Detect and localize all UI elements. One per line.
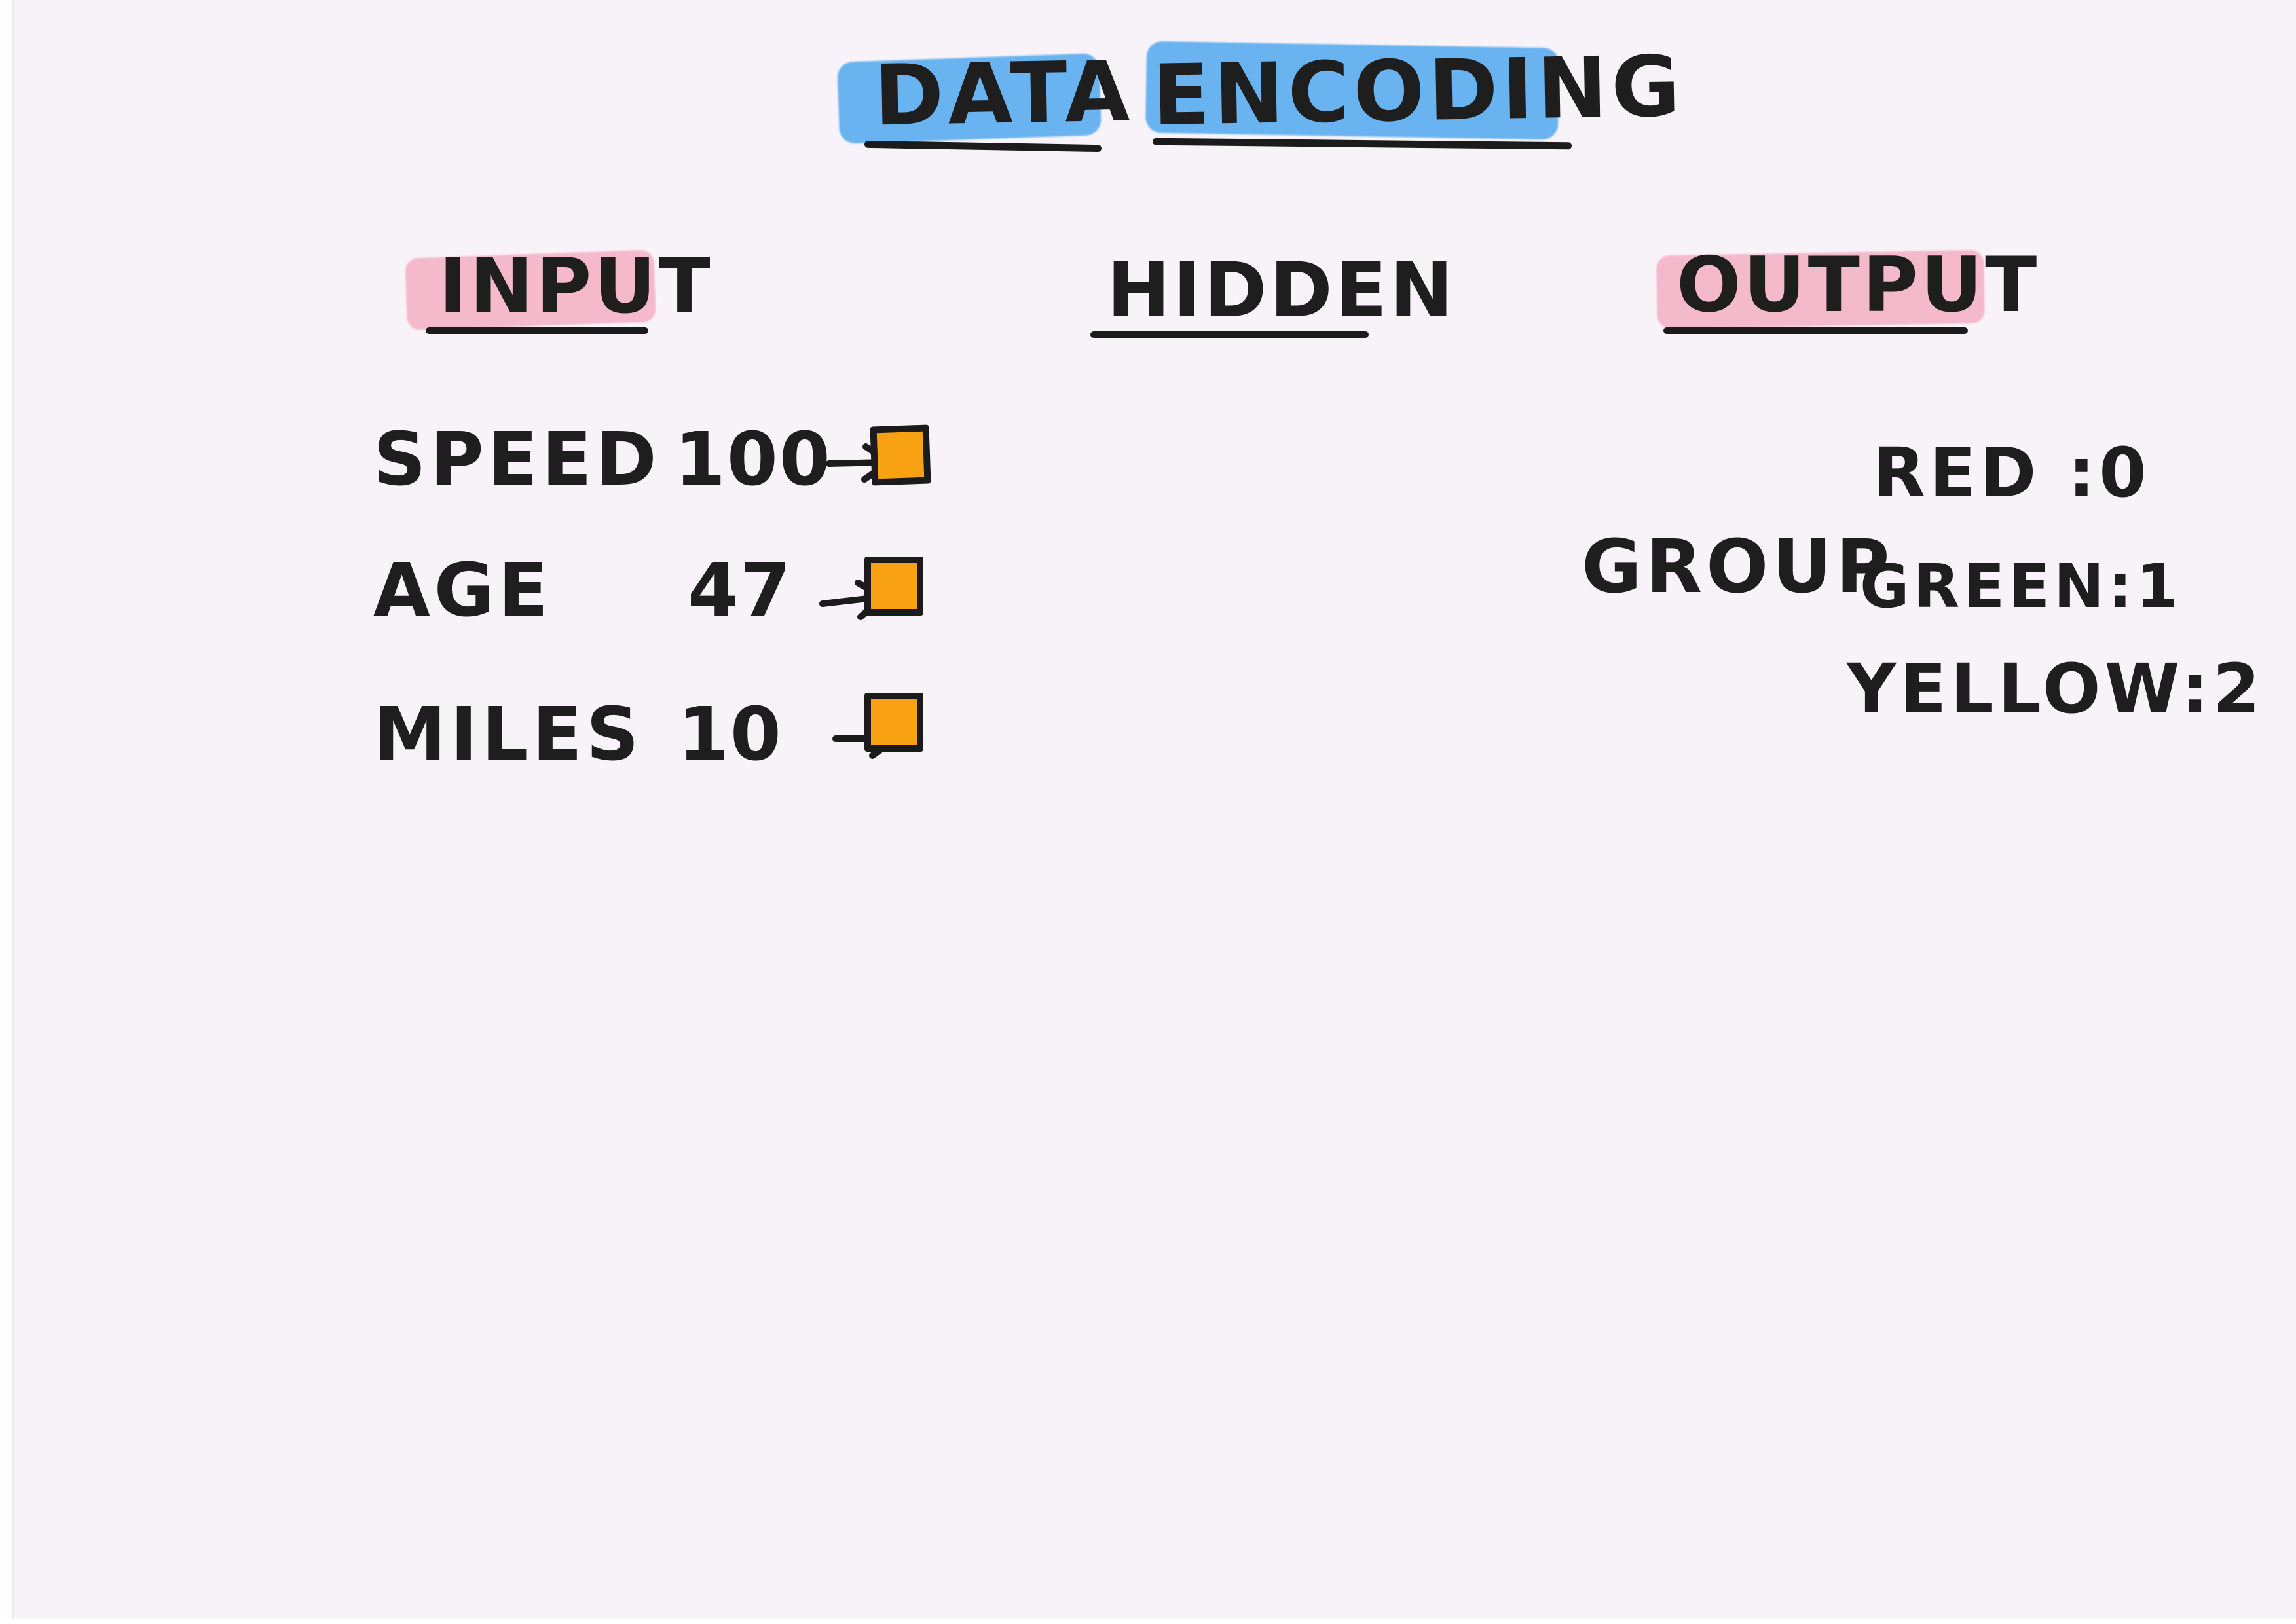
output-class-yellow: YELLOW:2 <box>1847 649 2265 729</box>
title-underline <box>864 140 1102 153</box>
column-header-hidden: HIDDEN <box>1087 249 1453 360</box>
input-node <box>864 693 923 752</box>
input-feature-name: MILES <box>373 692 643 777</box>
column-header-label: INPUT <box>439 242 713 331</box>
input-feature-name: AGE <box>373 548 553 633</box>
title-word-encoding: ENCODING <box>1151 37 1685 145</box>
output-class-red: RED :0 <box>1873 433 2151 513</box>
column-header-label: OUTPUT <box>1676 241 2040 329</box>
header-underline <box>1663 327 1968 334</box>
column-header-output: OUTPUT <box>1656 242 2037 354</box>
column-header-input: INPUT <box>399 242 711 354</box>
output-class-green: GREEN:1 <box>1860 551 2182 621</box>
input-node <box>870 424 931 486</box>
title-underline <box>1152 138 1572 150</box>
input-feature-value: 100 <box>675 417 832 502</box>
title-word-data: DATA <box>873 43 1135 145</box>
input-row-speed: SPEED 100 <box>373 413 963 504</box>
input-feature-value: 10 <box>678 692 783 777</box>
input-node <box>864 557 923 616</box>
input-row-age: AGE 47 <box>373 544 963 635</box>
paper-bottom-edge <box>0 1619 2296 1624</box>
header-underline <box>1090 331 1369 338</box>
input-row-miles: MILES 10 <box>373 688 963 779</box>
paper-edge <box>0 0 14 1624</box>
diagram-title: DATA ENCODING <box>836 26 1685 170</box>
input-feature-value: 47 <box>688 548 792 633</box>
input-feature-name: SPEED <box>373 417 661 502</box>
header-underline <box>426 327 648 334</box>
output-group-label: GROUP <box>1582 525 1894 610</box>
column-header-label: HIDDEN <box>1107 246 1456 335</box>
